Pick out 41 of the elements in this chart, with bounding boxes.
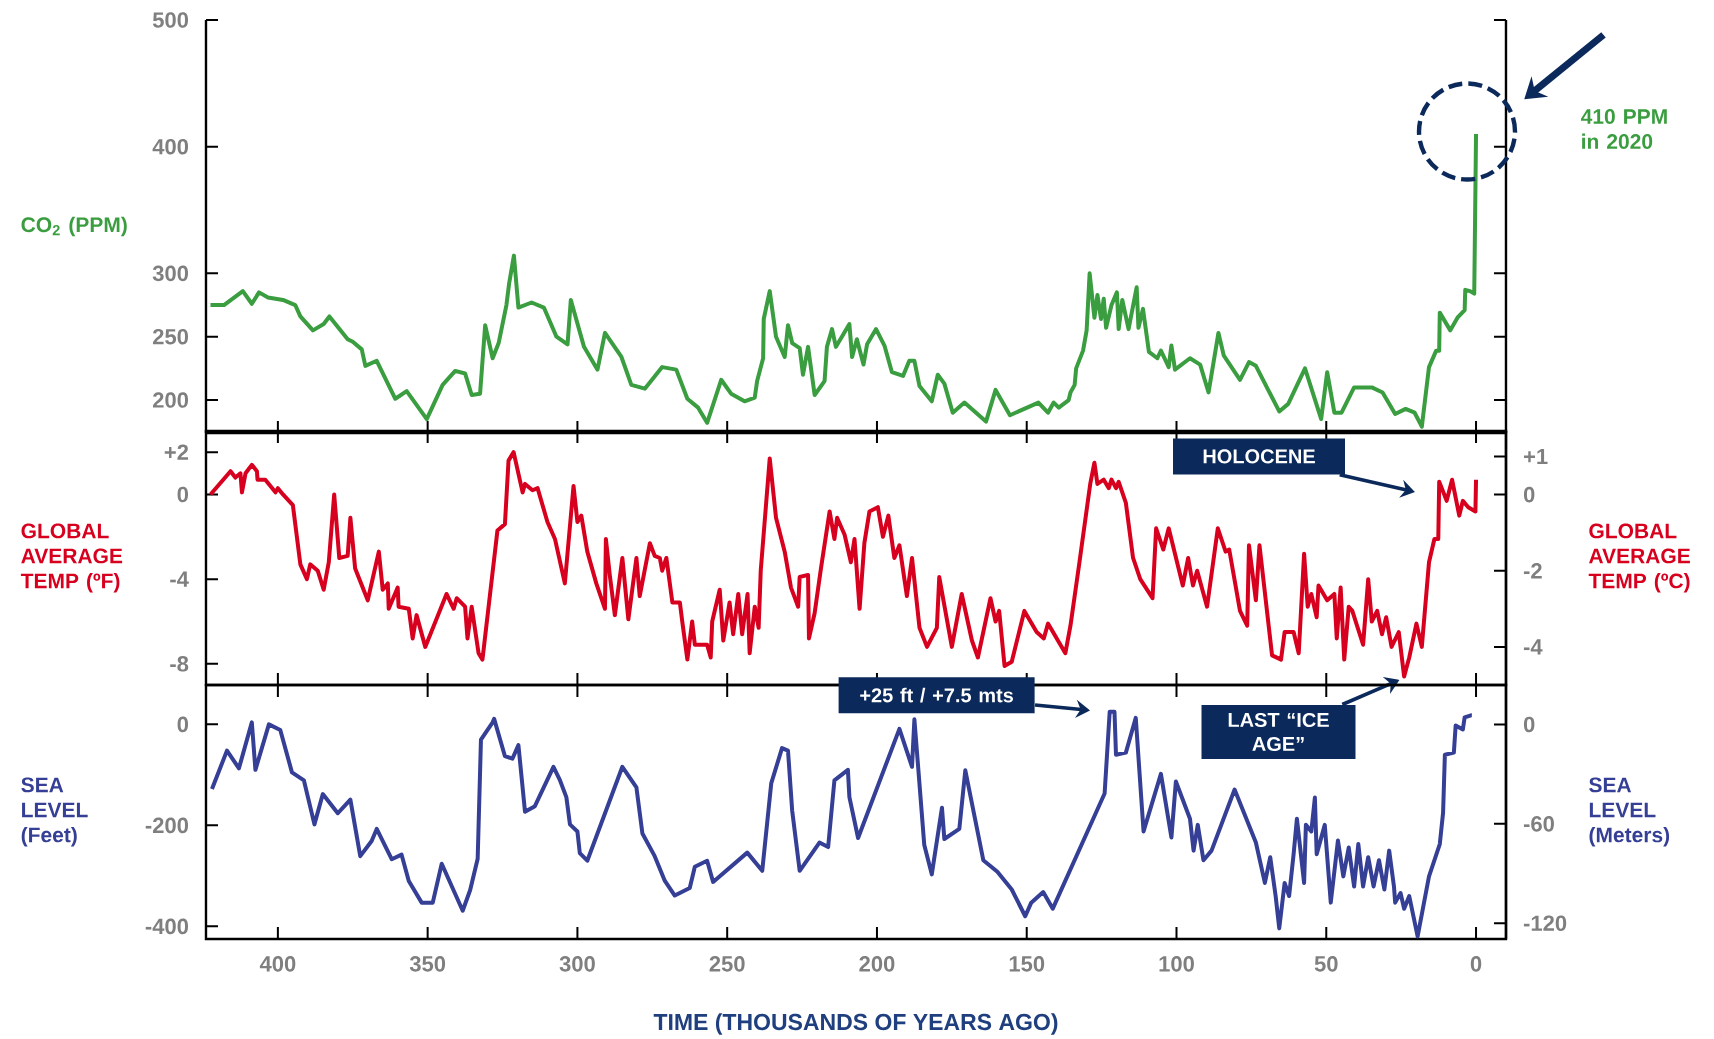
annotation: +25 ft / +7.5 mts <box>860 687 1014 703</box>
y-tick-label: 500 <box>152 12 189 28</box>
y-tick-label: 0 <box>177 716 189 733</box>
x-tick-label: 300 <box>559 956 595 972</box>
y-tick-label: 400 <box>152 138 189 155</box>
line-series <box>208 132 1479 429</box>
x-tick-label: 50 <box>1314 956 1338 972</box>
y-tick-label: 300 <box>152 265 189 282</box>
x-tick-label: 250 <box>709 956 745 972</box>
y2-tick-label: 0 <box>1523 486 1535 503</box>
y-tick-label: 0 <box>177 486 189 503</box>
y-axis-title: GLOBAL AVERAGE TEMP (ºF) <box>20 523 123 593</box>
y2-axis-title: GLOBAL AVERAGE TEMP (ºC) <box>1588 523 1690 593</box>
annotation: LAST “ICE AGE” <box>1228 712 1329 752</box>
y2-tick-label: -4 <box>1523 639 1543 655</box>
y-tick-label: 200 <box>152 392 189 408</box>
y-axis-title: CO$_{2}$ (PPM) <box>21 216 127 237</box>
x-tick-label: 200 <box>859 956 895 972</box>
x-tick-label: 150 <box>1009 956 1045 972</box>
line-series <box>209 709 1474 939</box>
y-tick-label: -200 <box>145 817 189 834</box>
y2-tick-label: +1 <box>1523 448 1548 465</box>
text: 410 PPM in 2020 <box>1580 109 1667 149</box>
x-tick-label: 400 <box>259 956 296 972</box>
y-tick-label: +2 <box>164 444 189 460</box>
y-tick-label: -4 <box>170 571 189 587</box>
y2-tick-label: -60 <box>1523 816 1554 832</box>
line-series <box>208 450 1479 679</box>
y-tick-label: 250 <box>152 328 189 345</box>
y2-axis-title: SEA LEVEL (Meters) <box>1589 777 1670 847</box>
y2-tick-label: -2 <box>1523 563 1542 579</box>
annotation: HOLOCENE <box>1203 449 1315 464</box>
y-tick-label: -400 <box>145 918 189 935</box>
x-tick-label: 0 <box>1470 956 1482 972</box>
y-tick-label: -8 <box>170 656 189 672</box>
y2-tick-label: -120 <box>1523 915 1567 932</box>
x-tick-label: 100 <box>1159 956 1194 972</box>
y-axis-title: SEA LEVEL (Feet) <box>21 777 88 847</box>
y2-tick-label: 0 <box>1523 716 1535 733</box>
x-axis-title: TIME (THOUSANDS OF YEARS AGO) <box>653 1013 1058 1035</box>
x-tick-label: 350 <box>409 956 446 972</box>
